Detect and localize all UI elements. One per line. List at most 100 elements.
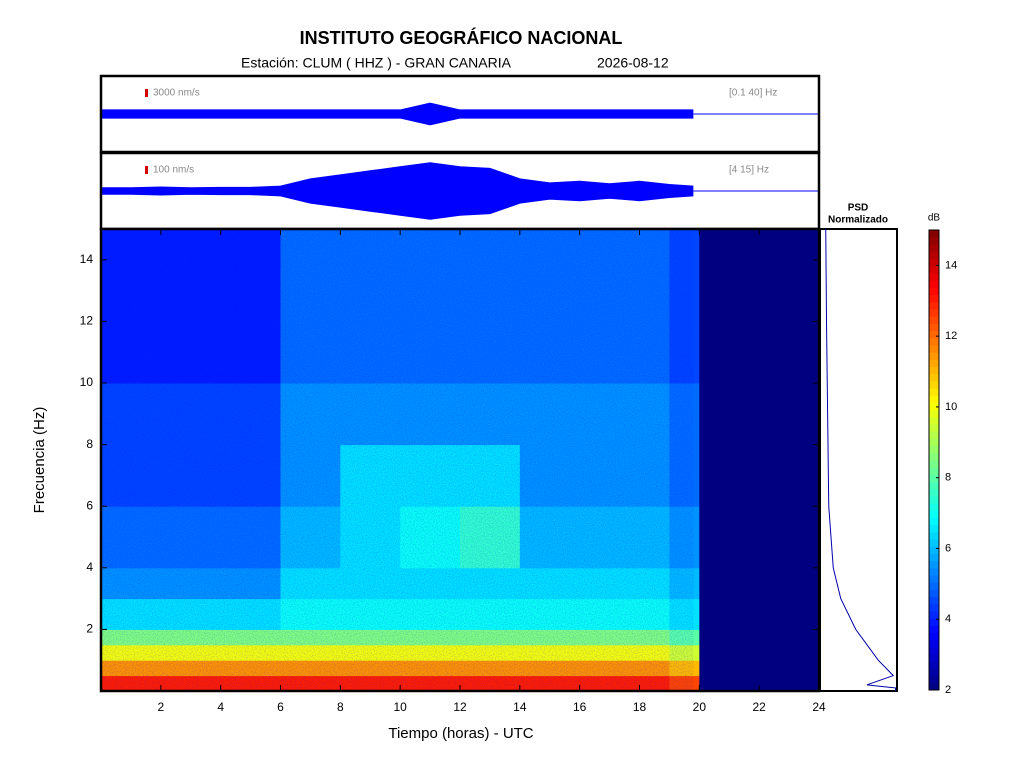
colorbar-step [929, 301, 939, 310]
heatmap-cell [729, 506, 760, 569]
x-tick-label: 10 [393, 700, 407, 714]
colorbar-step [929, 280, 939, 288]
heatmap-cell [699, 444, 730, 507]
scale-label: 3000 nm/s [153, 88, 200, 99]
x-tick-label: 22 [752, 700, 766, 714]
y-tick-label: 2 [86, 622, 93, 636]
colorbar-step [929, 553, 939, 562]
x-tick-label: 8 [337, 700, 344, 714]
heatmap-cell [759, 506, 790, 569]
colorbar-step [929, 330, 939, 339]
colorbar-step [929, 359, 939, 368]
colorbar-step [929, 460, 939, 468]
x-tick-label: 2 [157, 700, 164, 714]
trace-envelope-lower [101, 193, 694, 220]
heatmap-cell [699, 629, 730, 646]
colorbar-step [929, 402, 939, 411]
heatmap-cell [729, 567, 760, 600]
colorbar-step [929, 287, 939, 296]
colorbar-tick-label: 10 [945, 401, 957, 413]
heatmap-cell [729, 598, 760, 630]
colorbar-tick-label: 2 [945, 684, 951, 696]
colorbar-step [929, 596, 939, 605]
colorbar-step [929, 560, 939, 569]
heatmap-cell [729, 660, 760, 677]
heatmap-cell [759, 444, 790, 507]
colorbar-step [929, 337, 939, 346]
colorbar-step [929, 316, 939, 324]
heatmap-cell [729, 644, 760, 661]
trace-envelope-upper [101, 162, 694, 189]
colorbar-step [929, 431, 939, 439]
colorbar-step [929, 251, 939, 260]
colorbar-step [929, 654, 939, 662]
y-tick-label: 4 [86, 560, 93, 574]
heatmap-cell [699, 383, 730, 446]
heatmap-cell [699, 675, 730, 692]
heatmap-cell [789, 229, 820, 384]
colorbar-step [929, 258, 939, 267]
heatmap-cell [789, 383, 820, 446]
heatmap-cell [759, 629, 790, 646]
colorbar-step [929, 639, 939, 648]
colorbar-step [929, 539, 939, 547]
heatmap-cell [759, 675, 790, 692]
colorbar-step [929, 646, 939, 655]
psd-frame [819, 228, 898, 692]
colorbar-step [929, 395, 939, 403]
heatmap-cell [789, 506, 820, 569]
heatmap-cell [759, 567, 790, 600]
colorbar-step [929, 582, 939, 590]
colorbar-step [929, 438, 939, 447]
x-tick-label: 12 [453, 700, 467, 714]
title: INSTITUTO GEOGRÁFICO NACIONAL [300, 27, 623, 48]
heatmap-cell [759, 644, 790, 661]
heatmap-cell [789, 444, 820, 507]
y-tick-label: 8 [86, 437, 93, 451]
colorbar-step [929, 668, 939, 677]
filter-label: [4 15] Hz [729, 165, 769, 176]
x-tick-label: 14 [513, 700, 527, 714]
colorbar-step [929, 488, 939, 497]
colorbar-step [929, 546, 939, 554]
trace-envelope-upper [101, 102, 694, 111]
colorbar-step [929, 230, 939, 238]
trace-envelope-lower [101, 117, 694, 126]
trace-fill [101, 103, 694, 125]
colorbar-step [929, 632, 939, 641]
colorbar-step [929, 618, 939, 626]
x-axis-label: Tiempo (horas) - UTC [388, 725, 533, 742]
colorbar-step [929, 510, 939, 518]
colorbar-step [929, 625, 939, 633]
colorbar-step [929, 481, 939, 490]
x-tick-label: 24 [812, 700, 826, 714]
colorbar-step [929, 474, 939, 483]
colorbar-tick-label: 4 [945, 613, 951, 625]
y-tick-label: 6 [86, 498, 93, 512]
colorbar-step [929, 524, 939, 533]
y-tick-label: 10 [80, 375, 94, 389]
colorbar-step [929, 352, 939, 360]
x-tick-label: 20 [693, 700, 707, 714]
colorbar-step [929, 567, 939, 576]
colorbar-step [929, 682, 939, 691]
colorbar-tick-label: 8 [945, 472, 951, 484]
colorbar-step [929, 517, 939, 526]
colorbar-step [929, 416, 939, 425]
x-tick-label: 6 [277, 700, 284, 714]
colorbar-step [929, 380, 939, 389]
heatmap-cell [699, 660, 730, 677]
colorbar-step [929, 345, 939, 353]
subtitle: Estación: CLUM ( HHZ ) - GRAN CANARIA [241, 55, 512, 71]
colorbar-step [929, 323, 939, 332]
colorbar-step [929, 575, 939, 583]
heatmap-cell [759, 229, 790, 384]
heatmap-cell [789, 644, 820, 661]
colorbar-tick-label: 14 [945, 259, 957, 271]
colorbar-step [929, 388, 939, 396]
colorbar-step [929, 273, 939, 281]
psd-title: PSD [848, 203, 869, 214]
colorbar-step [929, 445, 939, 454]
heatmap-cell [729, 444, 760, 507]
